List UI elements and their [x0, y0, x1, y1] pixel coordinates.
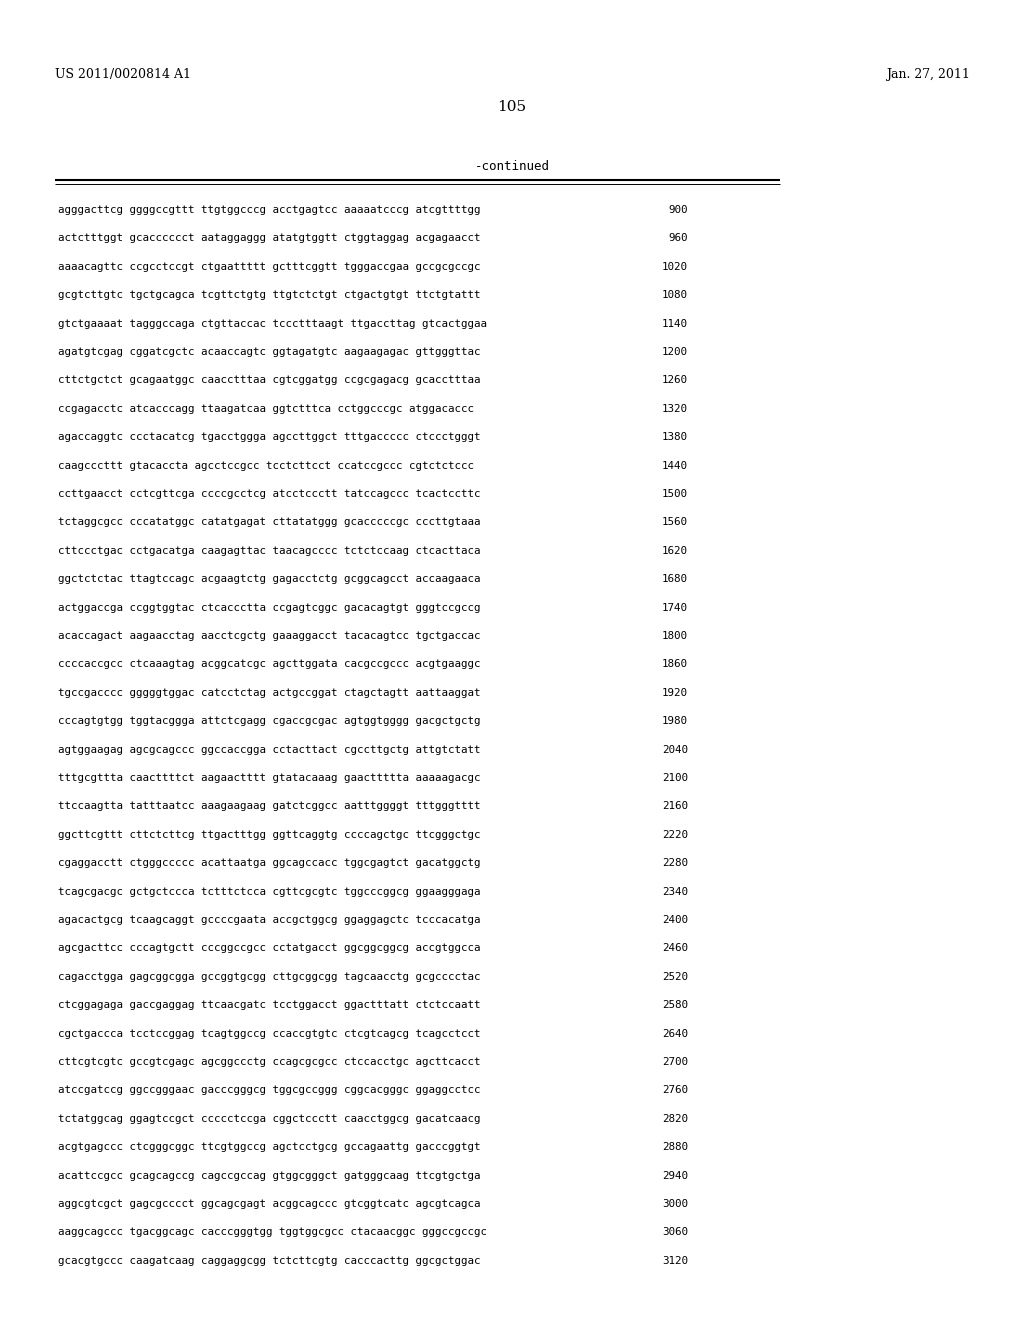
Text: 2520: 2520 — [662, 972, 688, 982]
Text: gcgtcttgtc tgctgcagca tcgttctgtg ttgtctctgt ctgactgtgt ttctgtattt: gcgtcttgtc tgctgcagca tcgttctgtg ttgtctc… — [58, 290, 480, 300]
Text: 1680: 1680 — [662, 574, 688, 585]
Text: 1440: 1440 — [662, 461, 688, 471]
Text: 1920: 1920 — [662, 688, 688, 698]
Text: 1860: 1860 — [662, 660, 688, 669]
Text: acaccagact aagaacctag aacctcgctg gaaaggacct tacacagtcc tgctgaccac: acaccagact aagaacctag aacctcgctg gaaagga… — [58, 631, 480, 642]
Text: -continued: -continued — [474, 160, 550, 173]
Text: ttccaagtta tatttaatcc aaagaagaag gatctcggcc aatttggggt tttgggtttt: ttccaagtta tatttaatcc aaagaagaag gatctcg… — [58, 801, 480, 812]
Text: 2760: 2760 — [662, 1085, 688, 1096]
Text: 2220: 2220 — [662, 830, 688, 840]
Text: cttccctgac cctgacatga caagagttac taacagcccc tctctccaag ctcacttaca: cttccctgac cctgacatga caagagttac taacagc… — [58, 545, 480, 556]
Text: acattccgcc gcagcagccg cagccgccag gtggcgggct gatgggcaag ttcgtgctga: acattccgcc gcagcagccg cagccgccag gtggcgg… — [58, 1171, 480, 1180]
Text: 2460: 2460 — [662, 944, 688, 953]
Text: 900: 900 — [669, 205, 688, 215]
Text: ccttgaacct cctcgttcga ccccgcctcg atcctccctt tatccagccc tcactccttc: ccttgaacct cctcgttcga ccccgcctcg atcctcc… — [58, 488, 480, 499]
Text: cgctgaccca tcctccggag tcagtggccg ccaccgtgtc ctcgtcagcg tcagcctcct: cgctgaccca tcctccggag tcagtggccg ccaccgt… — [58, 1028, 480, 1039]
Text: caagcccttt gtacaccta agcctccgcc tcctcttcct ccatccgccc cgtctctccc: caagcccttt gtacaccta agcctccgcc tcctcttc… — [58, 461, 474, 471]
Text: aggcgtcgct gagcgcccct ggcagcgagt acggcagccc gtcggtcatc agcgtcagca: aggcgtcgct gagcgcccct ggcagcgagt acggcag… — [58, 1199, 480, 1209]
Text: 2160: 2160 — [662, 801, 688, 812]
Text: 3120: 3120 — [662, 1255, 688, 1266]
Text: cgaggacctt ctgggccccc acattaatga ggcagccacc tggcgagtct gacatggctg: cgaggacctt ctgggccccc acattaatga ggcagcc… — [58, 858, 480, 869]
Text: 2400: 2400 — [662, 915, 688, 925]
Text: 1020: 1020 — [662, 261, 688, 272]
Text: actggaccga ccggtggtac ctcaccctta ccgagtcggc gacacagtgt gggtccgccg: actggaccga ccggtggtac ctcaccctta ccgagtc… — [58, 603, 480, 612]
Text: 960: 960 — [669, 234, 688, 243]
Text: ggctctctac ttagtccagc acgaagtctg gagacctctg gcggcagcct accaagaaca: ggctctctac ttagtccagc acgaagtctg gagacct… — [58, 574, 480, 585]
Text: tctatggcag ggagtccgct ccccctccga cggctccctt caacctggcg gacatcaacg: tctatggcag ggagtccgct ccccctccga cggctcc… — [58, 1114, 480, 1123]
Text: 1560: 1560 — [662, 517, 688, 528]
Text: 1320: 1320 — [662, 404, 688, 413]
Text: gtctgaaaat tagggccaga ctgttaccac tccctttaagt ttgaccttag gtcactggaa: gtctgaaaat tagggccaga ctgttaccac tcccttt… — [58, 318, 487, 329]
Text: 2880: 2880 — [662, 1142, 688, 1152]
Text: 3000: 3000 — [662, 1199, 688, 1209]
Text: cttcgtcgtc gccgtcgagc agcggccctg ccagcgcgcc ctccacctgc agcttcacct: cttcgtcgtc gccgtcgagc agcggccctg ccagcgc… — [58, 1057, 480, 1067]
Text: cccagtgtgg tggtacggga attctcgagg cgaccgcgac agtggtgggg gacgctgctg: cccagtgtgg tggtacggga attctcgagg cgaccgc… — [58, 717, 480, 726]
Text: 1380: 1380 — [662, 432, 688, 442]
Text: 2940: 2940 — [662, 1171, 688, 1180]
Text: agtggaagag agcgcagccc ggccaccgga cctacttact cgccttgctg attgtctatt: agtggaagag agcgcagccc ggccaccgga cctactt… — [58, 744, 480, 755]
Text: 3060: 3060 — [662, 1228, 688, 1237]
Text: acgtgagccc ctcgggcggc ttcgtggccg agctcctgcg gccagaattg gacccggtgt: acgtgagccc ctcgggcggc ttcgtggccg agctcct… — [58, 1142, 480, 1152]
Text: 2100: 2100 — [662, 774, 688, 783]
Text: aaggcagccc tgacggcagc cacccgggtgg tggtggcgcc ctacaacggc gggccgccgc: aaggcagccc tgacggcagc cacccgggtgg tggtgg… — [58, 1228, 487, 1237]
Text: atccgatccg ggccgggaac gacccgggcg tggcgccggg cggcacgggc ggaggcctcc: atccgatccg ggccgggaac gacccgggcg tggcgcc… — [58, 1085, 480, 1096]
Text: 1500: 1500 — [662, 488, 688, 499]
Text: tgccgacccc gggggtggac catcctctag actgccggat ctagctagtt aattaaggat: tgccgacccc gggggtggac catcctctag actgccg… — [58, 688, 480, 698]
Text: ccccaccgcc ctcaaagtag acggcatcgc agcttggata cacgccgccc acgtgaaggc: ccccaccgcc ctcaaagtag acggcatcgc agcttgg… — [58, 660, 480, 669]
Text: 1740: 1740 — [662, 603, 688, 612]
Text: 1260: 1260 — [662, 375, 688, 385]
Text: ctcggagaga gaccgaggag ttcaacgatc tcctggacct ggactttatt ctctccaatt: ctcggagaga gaccgaggag ttcaacgatc tcctgga… — [58, 1001, 480, 1010]
Text: aaaacagttc ccgcctccgt ctgaattttt gctttcggtt tgggaccgaa gccgcgccgc: aaaacagttc ccgcctccgt ctgaattttt gctttcg… — [58, 261, 480, 272]
Text: agacactgcg tcaagcaggt gccccgaata accgctggcg ggaggagctc tcccacatga: agacactgcg tcaagcaggt gccccgaata accgctg… — [58, 915, 480, 925]
Text: tcagcgacgc gctgctccca tctttctcca cgttcgcgtc tggcccggcg ggaagggaga: tcagcgacgc gctgctccca tctttctcca cgttcgc… — [58, 887, 480, 896]
Text: Jan. 27, 2011: Jan. 27, 2011 — [886, 69, 970, 81]
Text: ccgagacctc atcacccagg ttaagatcaa ggtctttca cctggcccgc atggacaccc: ccgagacctc atcacccagg ttaagatcaa ggtcttt… — [58, 404, 474, 413]
Text: cttctgctct gcagaatggc caacctttaa cgtcggatgg ccgcgagacg gcacctttaa: cttctgctct gcagaatggc caacctttaa cgtcgga… — [58, 375, 480, 385]
Text: 105: 105 — [498, 100, 526, 114]
Text: 1980: 1980 — [662, 717, 688, 726]
Text: ggcttcgttt cttctcttcg ttgactttgg ggttcaggtg ccccagctgc ttcgggctgc: ggcttcgttt cttctcttcg ttgactttgg ggttcag… — [58, 830, 480, 840]
Text: 2700: 2700 — [662, 1057, 688, 1067]
Text: 2340: 2340 — [662, 887, 688, 896]
Text: tctaggcgcc cccatatggc catatgagat cttatatggg gcacccccgc cccttgtaaa: tctaggcgcc cccatatggc catatgagat cttatat… — [58, 517, 480, 528]
Text: cagacctgga gagcggcgga gccggtgcgg cttgcggcgg tagcaacctg gcgcccctac: cagacctgga gagcggcgga gccggtgcgg cttgcgg… — [58, 972, 480, 982]
Text: 2640: 2640 — [662, 1028, 688, 1039]
Text: 1080: 1080 — [662, 290, 688, 300]
Text: 1620: 1620 — [662, 545, 688, 556]
Text: agaccaggtc ccctacatcg tgacctggga agccttggct tttgaccccc ctccctgggt: agaccaggtc ccctacatcg tgacctggga agccttg… — [58, 432, 480, 442]
Text: actctttggt gcacccccct aataggaggg atatgtggtt ctggtaggag acgagaacct: actctttggt gcacccccct aataggaggg atatgtg… — [58, 234, 480, 243]
Text: 1140: 1140 — [662, 318, 688, 329]
Text: 1800: 1800 — [662, 631, 688, 642]
Text: 1200: 1200 — [662, 347, 688, 356]
Text: 2280: 2280 — [662, 858, 688, 869]
Text: agatgtcgag cggatcgctc acaaccagtc ggtagatgtc aagaagagac gttgggttac: agatgtcgag cggatcgctc acaaccagtc ggtagat… — [58, 347, 480, 356]
Text: US 2011/0020814 A1: US 2011/0020814 A1 — [55, 69, 191, 81]
Text: tttgcgttta caacttttct aagaactttt gtatacaaag gaacttttta aaaaagacgc: tttgcgttta caacttttct aagaactttt gtataca… — [58, 774, 480, 783]
Text: agggacttcg ggggccgttt ttgtggcccg acctgagtcc aaaaatcccg atcgttttgg: agggacttcg ggggccgttt ttgtggcccg acctgag… — [58, 205, 480, 215]
Text: 2040: 2040 — [662, 744, 688, 755]
Text: 2820: 2820 — [662, 1114, 688, 1123]
Text: 2580: 2580 — [662, 1001, 688, 1010]
Text: gcacgtgccc caagatcaag caggaggcgg tctcttcgtg cacccacttg ggcgctggac: gcacgtgccc caagatcaag caggaggcgg tctcttc… — [58, 1255, 480, 1266]
Text: agcgacttcc cccagtgctt cccggccgcc cctatgacct ggcggcggcg accgtggcca: agcgacttcc cccagtgctt cccggccgcc cctatga… — [58, 944, 480, 953]
